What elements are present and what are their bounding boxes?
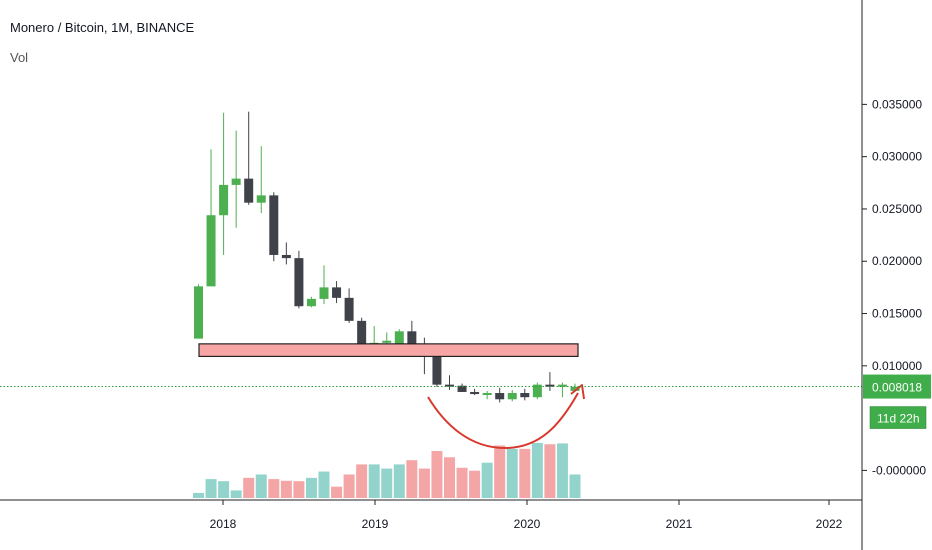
volume-bar — [356, 464, 368, 498]
x-tick-label: 2020 — [514, 517, 541, 531]
candle-body — [545, 384, 555, 387]
candle-body — [482, 393, 492, 396]
y-tick-label: 0.010000 — [872, 359, 922, 373]
candle-body — [306, 298, 316, 307]
volume-bar — [418, 468, 430, 498]
volume-bar — [469, 470, 481, 498]
volume-bar — [531, 442, 543, 498]
candle-layer — [194, 111, 580, 403]
x-tick-label: 2021 — [666, 517, 693, 531]
volume-bar — [544, 444, 556, 498]
volume-bar — [494, 445, 506, 498]
volume-bar — [305, 477, 317, 498]
y-tick-label: 0.030000 — [872, 150, 922, 164]
price-badge — [863, 374, 931, 399]
candle-body — [219, 184, 229, 216]
candle-body — [382, 340, 392, 343]
volume-bar — [481, 462, 493, 498]
candle-body — [231, 178, 241, 185]
volume-layer — [193, 442, 581, 498]
volume-bar — [393, 464, 405, 498]
volume-bar — [556, 443, 568, 498]
y-tick-label: 0.025000 — [872, 202, 922, 216]
candle-body — [557, 384, 567, 387]
candle-body — [332, 287, 342, 298]
volume-bar — [193, 492, 204, 498]
candle-body — [206, 215, 216, 287]
volume-bar — [318, 471, 330, 498]
resistance-zone — [198, 343, 579, 358]
volume-bar — [230, 490, 242, 498]
candle-body — [432, 356, 442, 385]
volume-bar — [268, 479, 280, 498]
volume-bar — [243, 477, 255, 498]
candle-body — [294, 258, 304, 307]
volume-bar — [293, 481, 305, 498]
volume-bar — [406, 460, 418, 498]
candle-body — [470, 391, 480, 395]
volume-bar — [368, 464, 380, 498]
volume-bar — [280, 480, 292, 498]
volume-bar — [255, 474, 267, 498]
volume-bar — [205, 479, 217, 498]
rounding-bottom-arrow — [427, 392, 579, 450]
volume-bar — [331, 486, 343, 498]
volume-legend-label: Vol — [10, 50, 29, 65]
volume-bar — [569, 474, 581, 498]
candle-body — [256, 195, 266, 203]
volume-bar — [444, 457, 455, 498]
candle-body — [407, 331, 417, 346]
candle-body — [319, 287, 329, 299]
candle-body — [445, 384, 454, 387]
y-tick-label: 0.035000 — [872, 97, 922, 111]
candle-body — [394, 331, 404, 345]
candle-body — [532, 384, 542, 398]
candle-body — [520, 393, 530, 398]
price-badge-label: 0.008018 — [872, 381, 922, 395]
volume-bar — [381, 468, 393, 498]
candle-body — [244, 178, 254, 203]
volume-bar — [343, 474, 355, 498]
candle-body — [344, 297, 354, 321]
y-tick-label: 0.015000 — [872, 307, 922, 321]
volume-bar — [218, 481, 230, 498]
y-tick-label: 0.020000 — [872, 254, 922, 268]
candle-body — [507, 393, 517, 400]
countdown-badge — [869, 406, 927, 429]
chart-title: Monero / Bitcoin, 1M, BINANCE — [10, 20, 195, 35]
x-tick-label: 2018 — [210, 517, 237, 531]
volume-bar — [506, 448, 518, 498]
candle-body — [357, 320, 367, 345]
x-tick-label: 2019 — [362, 517, 389, 531]
countdown-badge-label: 11d 22h — [877, 412, 920, 426]
candle-body — [194, 286, 203, 339]
volume-bar — [431, 450, 443, 498]
overlay-layer — [0, 343, 862, 450]
candle-body — [570, 386, 580, 391]
y-tick-label: -0.000000 — [872, 463, 926, 477]
volume-bar — [456, 467, 468, 498]
candle-body — [495, 393, 505, 400]
candle-body — [457, 385, 467, 392]
candle-body — [281, 254, 291, 259]
arrow-head — [570, 384, 585, 400]
candle-body — [269, 195, 279, 255]
x-tick-label: 2022 — [816, 517, 843, 531]
volume-bar — [519, 448, 531, 498]
